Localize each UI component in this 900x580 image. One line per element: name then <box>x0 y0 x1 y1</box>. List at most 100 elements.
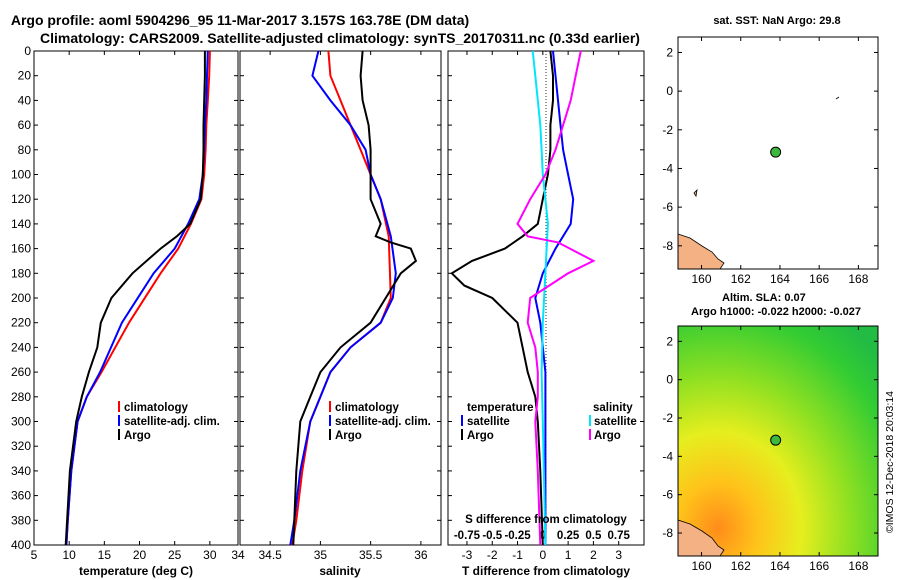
legend-label-climatology: climatology <box>335 402 400 414</box>
imos-watermark: ©IMOS 12-Dec-2018 20:03:14 <box>884 391 896 533</box>
legend-title-temperature: temperature <box>467 402 533 414</box>
temperature-ytick-label: 100 <box>11 168 31 182</box>
sst-map-xtick-label: 164 <box>770 272 790 286</box>
sst-map-xtick-label: 162 <box>731 272 751 286</box>
salinity-xtick-label: 35 <box>314 548 328 562</box>
temperature-xtick-label: 34 <box>231 548 245 562</box>
salinity-xtick-label: 36 <box>414 548 428 562</box>
sst-map-ytick-label: -4 <box>662 161 673 175</box>
sst-land-reef <box>835 96 840 100</box>
sla-map-ytick-label: -6 <box>662 488 673 502</box>
sst-map-ytick-label: 2 <box>666 45 673 59</box>
temperature-xtick-label: 10 <box>62 548 76 562</box>
legend-label-argo: Argo <box>124 430 151 442</box>
salinity-argo-line <box>292 50 418 546</box>
sst-map-ytick-label: -2 <box>662 123 673 137</box>
temperature-ytick-label: 240 <box>11 340 31 354</box>
sla-map-title: Altim. SLA: 0.07 <box>722 292 806 304</box>
sla-map-xtick-label: 162 <box>731 559 751 573</box>
salinity-xtick-label: 34.5 <box>258 548 282 562</box>
sla-map-xtick-label: 164 <box>770 559 790 573</box>
sla-map-argo-position-marker <box>770 434 782 446</box>
difference-s-tick-label: 0.25 <box>557 530 580 542</box>
sla-map-xtick-label: 160 <box>692 559 712 573</box>
salinity-climatology-line <box>291 50 392 546</box>
difference-xtick-label: 3 <box>615 548 622 562</box>
sst-map-title: sat. SST: NaN Argo: 29.8 <box>713 15 840 27</box>
sla-map-xtick-label: 168 <box>848 559 868 573</box>
salinity-x-label: salinity <box>319 564 361 578</box>
temperature-ytick-label: 180 <box>11 266 31 280</box>
sla-map-axes-box <box>677 325 879 557</box>
legend-label-climatology: climatology <box>124 402 189 414</box>
difference-panel: -3 -2 -1 0 1 2 3-0.75 -0.5 -0.25 0 0.25 0.5 0.75 tem… <box>447 50 645 578</box>
temperature-ytick-label: 400 <box>11 538 31 552</box>
legend-label-s-argo: Argo <box>594 430 621 442</box>
difference-legend-temperature: temperature satellite Argo <box>461 402 533 442</box>
temperature-ytick-label: 320 <box>11 439 31 453</box>
temperature-xtick-label: 30 <box>203 548 217 562</box>
salinity-legend: climatology satellite-adj. clim. Argo <box>329 401 431 442</box>
temperature-ytick-label: 0 <box>24 44 31 58</box>
temperature-ytick-label: 160 <box>11 242 31 256</box>
temperature-x-label: temperature (deg C) <box>79 564 193 578</box>
salinity-panel: 34.5 35 35.5 36 climatology satellite-adj. … <box>239 50 442 578</box>
sst-land-islet <box>693 188 698 198</box>
sst-map-ytick-label: -6 <box>662 200 673 214</box>
temperature-ytick-label: 200 <box>11 291 31 305</box>
temperature-argo-line <box>64 51 206 546</box>
sla-map-ytick-label: -2 <box>662 411 673 425</box>
sst-map-xtick-label: 160 <box>692 272 712 286</box>
legend-label-argo: Argo <box>335 430 362 442</box>
t-difference-label: T difference from climatology <box>462 564 630 578</box>
s-difference-label: S difference from climatology <box>465 514 627 526</box>
sla-map-ytick-label: 2 <box>666 334 673 348</box>
temperature-ytick-label: 300 <box>11 415 31 429</box>
temperature-ytick-label: 120 <box>11 192 31 206</box>
difference-xtick-label: 0 <box>539 548 546 562</box>
legend-label-satellite: satellite-adj. clim. <box>124 416 220 428</box>
temperature-ytick-label: 280 <box>11 390 31 404</box>
temperature-xtick-label: 20 <box>133 548 147 562</box>
legend-label-satellite: satellite-adj. clim. <box>335 416 431 428</box>
difference-s-satellite-line <box>531 50 549 546</box>
sst-map-ytick-label: -8 <box>662 239 673 253</box>
temperature-ytick-label: 380 <box>11 513 31 527</box>
difference-xtick-label: 2 <box>590 548 597 562</box>
temperature-xtick-label: 25 <box>168 548 182 562</box>
temperature-ytick-label: 60 <box>18 118 32 132</box>
temperature-xtick-label: 15 <box>98 548 112 562</box>
sst-map-panel: sat. SST: NaN Argo: 29.8 160 162 164 166 168… <box>662 15 879 286</box>
sst-map-ytick-label: 0 <box>666 84 673 98</box>
difference-legend-salinity: salinity satellite Argo <box>589 402 637 442</box>
temperature-xtick-label: 5 <box>31 548 38 562</box>
temperature-ytick-label: 260 <box>11 365 31 379</box>
temperature-ytick-label: 40 <box>18 93 32 107</box>
difference-xtick-label: -3 <box>462 548 473 562</box>
difference-s-tick-label: 0.5 <box>585 530 602 542</box>
temperature-panel: 5 10 15 20 25 30 34020406080100120140160180200… <box>11 44 245 578</box>
difference-s-argo-line <box>516 50 596 546</box>
temperature-satellite-line <box>65 50 209 546</box>
temperature-legend: climatology satellite-adj. clim. Argo <box>118 401 220 442</box>
legend-label-t-argo: Argo <box>467 430 494 442</box>
difference-s-tick-label: -0.25 <box>504 530 531 542</box>
legend-title-salinity: salinity <box>593 402 633 414</box>
difference-s-tick-label: -0.5 <box>482 530 502 542</box>
temperature-ytick-label: 360 <box>11 489 31 503</box>
title-line-1: Argo profile: aoml 5904296_95 11-Mar-201… <box>11 12 469 28</box>
sst-map-axes-box <box>677 36 879 270</box>
sst-map-xtick-label: 168 <box>848 272 868 286</box>
difference-xtick-label: -1 <box>512 548 523 562</box>
difference-xtick-label: 1 <box>565 548 572 562</box>
salinity-xtick-label: 35.5 <box>359 548 383 562</box>
temperature-ytick-label: 220 <box>11 316 31 330</box>
sla-map-subtitle: Argo h1000: -0.022 h2000: -0.027 <box>691 306 861 318</box>
temperature-ytick-label: 140 <box>11 217 31 231</box>
legend-label-t-satellite: satellite <box>467 416 510 428</box>
title-line-2: Climatology: CARS2009. Satellite-adjuste… <box>40 30 640 46</box>
sla-map-xtick-label: 166 <box>809 559 829 573</box>
legend-label-s-satellite: satellite <box>594 416 637 428</box>
sla-map-ytick-label: -8 <box>662 526 673 540</box>
